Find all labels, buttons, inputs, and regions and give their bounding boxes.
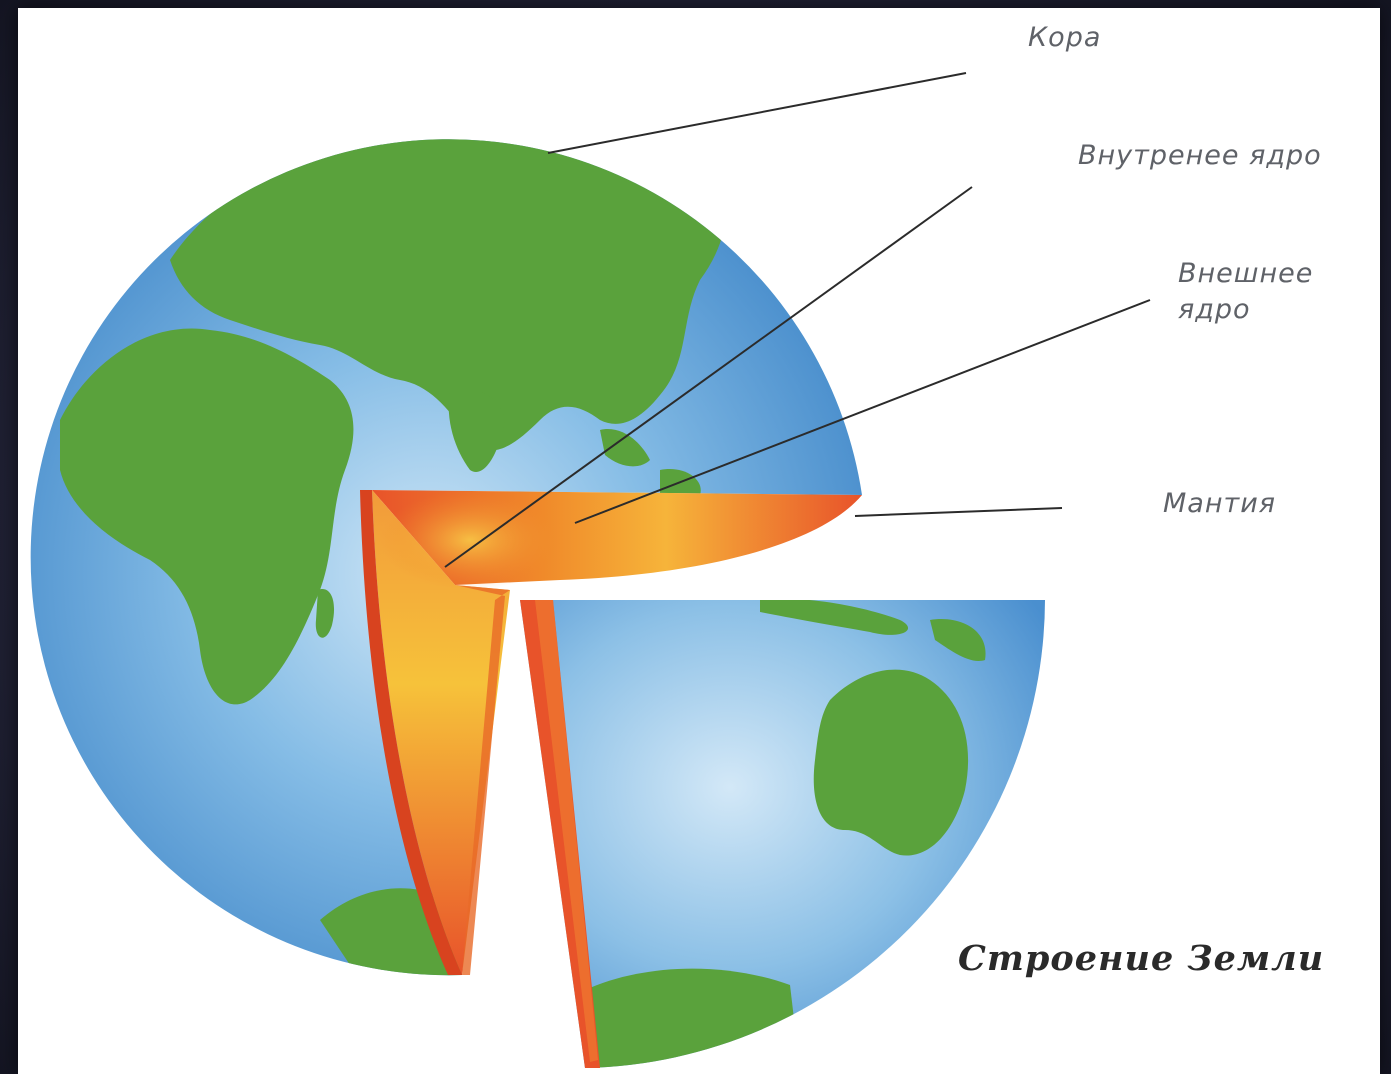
diagram-panel: Кора Внутренее ядро Внешнее ядро Мантия … [18,8,1380,1074]
diagram-title: Строение Земли [958,938,1325,979]
leader-line-mantle [854,507,1063,517]
leader-line-outer-core [574,299,1151,524]
globe-main [30,139,862,976]
label-mantle: Мантия [1163,488,1277,519]
label-outer-core: Внешнее ядро [1178,258,1314,326]
globe-wedge [520,600,1045,1068]
label-crust: Кора [1028,22,1102,53]
leader-line-inner-core [444,186,973,568]
leader-lines [444,72,1151,568]
label-inner-core: Внутренее ядро [1078,140,1322,171]
cross-section [360,490,862,975]
earth-structure-illustration [30,72,1151,1068]
leader-line-crust [547,72,967,154]
